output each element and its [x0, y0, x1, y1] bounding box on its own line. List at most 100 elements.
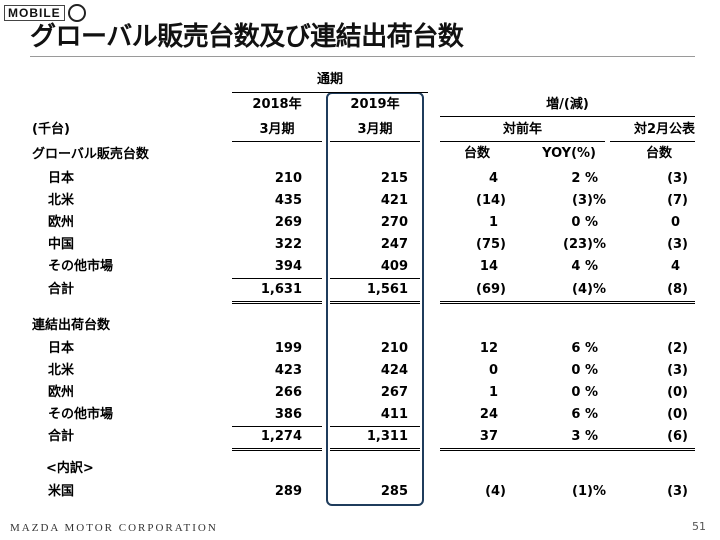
- change-group-header: 増/(減): [546, 97, 589, 112]
- total-double-rule-2019-b: [330, 450, 420, 451]
- cell-diff: 24: [479, 407, 498, 422]
- cell-yoy: (3)%: [572, 193, 606, 208]
- cell-diff: (14): [476, 193, 506, 208]
- cell-feb: (3): [667, 363, 688, 378]
- row-label-total: 合計: [48, 429, 75, 444]
- subtotal-rule-2018: [232, 426, 322, 427]
- yoy-column-header: YOY(%): [542, 146, 596, 161]
- col-2019-underline: [330, 141, 420, 142]
- cell-feb: (0): [667, 407, 688, 422]
- cell-2019: 267: [380, 385, 408, 400]
- cell-feb: 4: [670, 259, 680, 274]
- slide-title: グローバル販売台数及び連結出荷台数: [30, 22, 464, 52]
- cell-diff: (69): [476, 282, 506, 297]
- cell-yoy: 6 %: [571, 407, 598, 422]
- col-2018-subheader: 3月期: [259, 122, 295, 137]
- cell-feb: 0: [670, 215, 680, 230]
- cell-yoy: 2 %: [571, 171, 598, 186]
- cell-2018: 266: [274, 385, 302, 400]
- cell-yoy: 0 %: [571, 215, 598, 230]
- cell-feb: (3): [667, 171, 688, 186]
- col-2018-underline: [232, 141, 322, 142]
- cell-2019: 215: [380, 171, 408, 186]
- total-double-rule-2019-b: [330, 303, 420, 304]
- cell-yoy: 6 %: [571, 341, 598, 356]
- col-2019-subheader: 3月期: [357, 122, 393, 137]
- subtotal-rule-2019: [330, 278, 420, 279]
- cell-2018: 435: [274, 193, 302, 208]
- total-double-rule-change-b: [440, 450, 695, 451]
- feb-units-column-header: 台数: [645, 146, 672, 161]
- total-double-rule-2019-a: [330, 301, 420, 302]
- row-label: 北米: [48, 193, 75, 208]
- cell-2018: 386: [274, 407, 302, 422]
- cell-2018: 289: [274, 484, 302, 499]
- total-double-rule-2018-a: [232, 448, 322, 449]
- row-label: 欧州: [48, 385, 75, 400]
- row-label: 北米: [48, 363, 75, 378]
- yoy-group-header: 対前年: [502, 122, 542, 137]
- cell-2018: 210: [274, 171, 302, 186]
- cell-diff: (4): [485, 484, 506, 499]
- fy2019-highlight-box: [326, 92, 424, 506]
- feb-group-underline: [610, 141, 695, 142]
- cell-diff: 37: [479, 429, 498, 444]
- row-label: 中国: [48, 237, 75, 252]
- row-label: その他市場: [48, 259, 114, 274]
- cell-2019: 247: [380, 237, 408, 252]
- cell-diff: 12: [479, 341, 498, 356]
- cell-diff: 0: [488, 363, 498, 378]
- cell-yoy: 3 %: [571, 429, 598, 444]
- cell-yoy: (23)%: [563, 237, 606, 252]
- cell-diff: (75): [476, 237, 506, 252]
- cell-2019: 424: [380, 363, 408, 378]
- row-label-total: 合計: [48, 282, 75, 297]
- feb-group-header: 対2月公表: [633, 122, 695, 137]
- row-label: 日本: [48, 341, 75, 356]
- col-2019-header: 2019年: [350, 97, 400, 112]
- total-double-rule-change-a: [440, 301, 695, 302]
- subtotal-rule-2019: [330, 426, 420, 427]
- cell-diff: 4: [488, 171, 498, 186]
- watermark-text: MOBILE: [4, 5, 65, 21]
- cell-2018: 1,631: [260, 282, 302, 297]
- watermark-circle-icon: [67, 4, 86, 22]
- cell-feb: (0): [667, 385, 688, 400]
- cell-2018: 269: [274, 215, 302, 230]
- row-label: 米国: [48, 484, 75, 499]
- title-divider: [30, 56, 695, 57]
- cell-2019: 285: [380, 484, 408, 499]
- unit-label: (千台): [32, 122, 70, 137]
- cell-feb: (3): [667, 484, 688, 499]
- page-number: 51: [692, 520, 706, 533]
- row-label: 日本: [48, 171, 75, 186]
- section-title-global-sales: グローバル販売台数: [32, 147, 149, 162]
- total-double-rule-2018-b: [232, 450, 322, 451]
- cell-2019: 411: [380, 407, 408, 422]
- cell-yoy: 0 %: [571, 363, 598, 378]
- total-double-rule-2018-a: [232, 301, 322, 302]
- cell-2018: 1,274: [260, 429, 302, 444]
- cell-2019: 421: [380, 193, 408, 208]
- cell-2018: 423: [274, 363, 302, 378]
- cell-yoy: 0 %: [571, 385, 598, 400]
- cell-diff: 14: [479, 259, 498, 274]
- cell-2018: 199: [274, 341, 302, 356]
- period-group-header: 通期: [316, 72, 343, 87]
- total-double-rule-2019-a: [330, 448, 420, 449]
- cell-yoy: (1)%: [572, 484, 606, 499]
- total-double-rule-change-a: [440, 448, 695, 449]
- col-2018-header: 2018年: [252, 97, 302, 112]
- cell-yoy: (4)%: [572, 282, 606, 297]
- cell-2018: 322: [274, 237, 302, 252]
- units-column-header: 台数: [463, 146, 490, 161]
- cell-feb: (3): [667, 237, 688, 252]
- section-title-consolidated-shipments: 連結出荷台数: [32, 318, 111, 333]
- total-double-rule-2018-b: [232, 303, 322, 304]
- cell-2019: 210: [380, 341, 408, 356]
- mobile01-watermark: MOBILE: [4, 3, 86, 23]
- yoy-group-underline: [440, 141, 605, 142]
- cell-2019: 409: [380, 259, 408, 274]
- cell-2019: 1,311: [366, 429, 408, 444]
- row-label: 欧州: [48, 215, 75, 230]
